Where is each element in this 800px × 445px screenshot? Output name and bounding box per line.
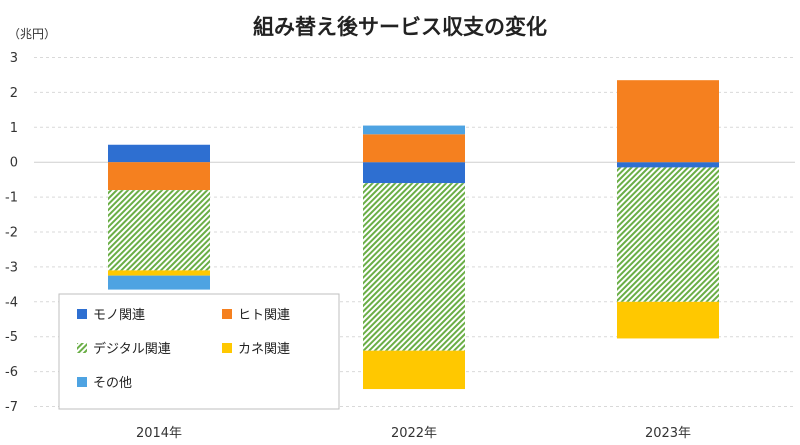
x-tick-label: 2014年 (136, 426, 182, 441)
bar-segment-1-2022年 (363, 162, 465, 184)
bar-segment-2-2023年 (617, 80, 719, 163)
bar-segment-4-2022年 (363, 350, 465, 390)
bar-segment-4-2014年 (108, 270, 210, 276)
legend-swatch (222, 309, 232, 319)
legend-swatch (77, 343, 87, 353)
y-tick-label: 3 (10, 51, 18, 66)
y-axis: 3 2 1 0 -1 -2 -3 -4 -5 -6 -7 (5, 51, 18, 415)
y-tick-label: -7 (5, 400, 18, 415)
bar-segment-5-2014年 (108, 275, 210, 290)
bar-segment-2-2022年 (363, 134, 465, 163)
y-tick-label: -5 (5, 330, 18, 345)
x-tick-label: 2022年 (391, 426, 437, 441)
bar-segment-2-2014年 (108, 162, 210, 191)
y-tick-label: -1 (5, 191, 18, 206)
y-tick-label: 0 (10, 156, 18, 171)
chart-title: 組み替え後サービス収支の変化 (253, 15, 547, 39)
legend-label: カネ関連 (238, 342, 290, 357)
legend-box (58, 293, 340, 410)
bar-segment-3-2023年 (617, 167, 719, 302)
legend-swatch (77, 377, 87, 387)
bar-segment-4-2023年 (617, 301, 719, 339)
legend-swatch (222, 343, 232, 353)
bar-segment-1-2014年 (108, 144, 210, 163)
x-tick-label: 2023年 (645, 426, 691, 441)
bar-segment-1-2023年 (617, 162, 719, 168)
legend-label: デジタル関連 (93, 341, 171, 357)
bar-segment-3-2014年 (108, 190, 210, 271)
unit-label: （兆円） (8, 27, 56, 41)
legend-swatch (77, 309, 87, 319)
legend-label: モノ関連 (93, 308, 145, 323)
y-tick-label: 2 (10, 86, 18, 101)
y-tick-label: -6 (5, 365, 18, 380)
x-axis: 2014年 2022年 2023年 (136, 426, 691, 441)
y-tick-label: -2 (5, 226, 18, 241)
y-tick-label: 1 (10, 121, 18, 136)
legend-label: その他 (93, 376, 132, 391)
y-tick-label: -3 (5, 260, 18, 275)
bars (108, 80, 719, 390)
bar-segment-5-2022年 (363, 125, 465, 135)
bar-segment-3-2022年 (363, 183, 465, 351)
y-tick-label: -4 (5, 295, 18, 310)
legend-label: ヒト関連 (238, 308, 290, 323)
